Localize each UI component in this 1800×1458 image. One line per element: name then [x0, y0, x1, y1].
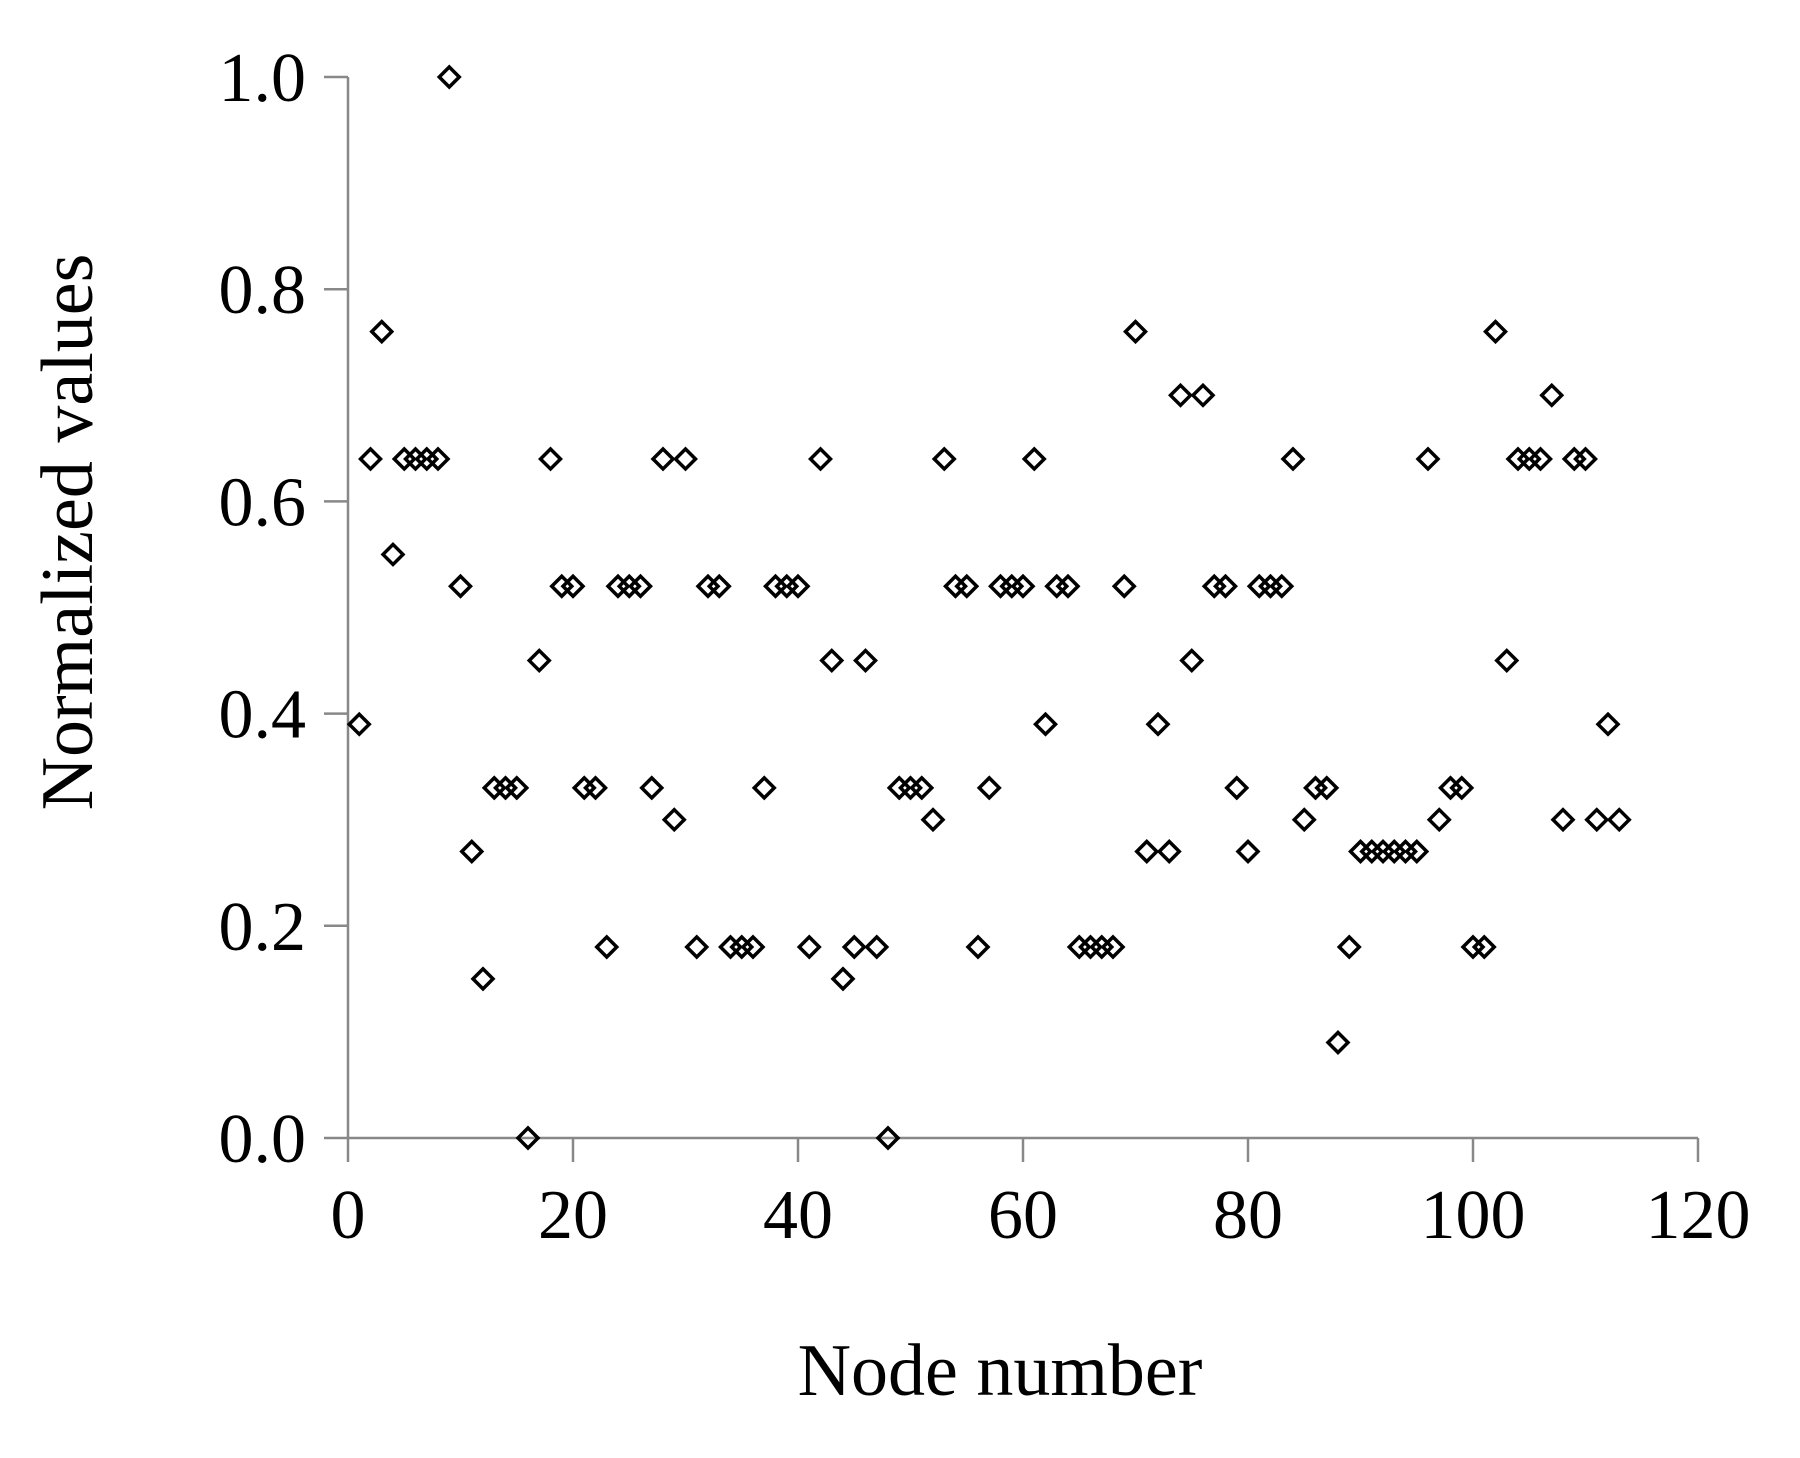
- marker: [740, 934, 766, 960]
- y-tick-label: 1.0: [219, 40, 307, 117]
- marker: [639, 775, 665, 801]
- marker: [425, 446, 451, 472]
- marker: [459, 839, 485, 865]
- marker: [1010, 573, 1036, 599]
- marker: [526, 648, 552, 674]
- x-axis-title: Node number: [798, 1330, 1203, 1412]
- marker: [1471, 934, 1497, 960]
- marker: [628, 573, 653, 599]
- y-tick-label: 0.2: [219, 889, 307, 966]
- marker: [1021, 446, 1047, 472]
- marker: [1224, 775, 1250, 801]
- marker: [1269, 573, 1295, 599]
- marker: [1179, 648, 1205, 674]
- x-tick-label: 120: [1646, 1177, 1751, 1254]
- marker: [830, 966, 856, 992]
- marker: [1190, 382, 1216, 408]
- marker: [1280, 446, 1306, 472]
- marker: [504, 775, 530, 801]
- marker: [853, 648, 878, 674]
- marker: [920, 807, 946, 833]
- x-tick-label: 60: [988, 1177, 1058, 1254]
- marker: [1539, 382, 1565, 408]
- marker: [1055, 573, 1081, 599]
- marker: [1235, 839, 1261, 865]
- marker: [1100, 934, 1126, 960]
- marker: [1291, 807, 1317, 833]
- x-tick-label: 40: [763, 1177, 833, 1254]
- marker: [650, 446, 676, 472]
- y-tick-label: 0.8: [219, 252, 307, 329]
- marker: [1145, 711, 1171, 737]
- marker: [661, 807, 687, 833]
- marker: [358, 446, 383, 472]
- marker: [470, 966, 496, 992]
- marker: [1606, 807, 1632, 833]
- marker: [1111, 573, 1137, 599]
- marker: [436, 64, 462, 90]
- marker: [1123, 319, 1148, 345]
- marker: [976, 775, 1002, 801]
- marker: [448, 573, 473, 599]
- marker: [965, 934, 991, 960]
- x-tick-label: 20: [538, 1177, 608, 1254]
- marker: [515, 1125, 541, 1151]
- marker: [1404, 839, 1430, 865]
- marker: [1550, 807, 1576, 833]
- marker: [1573, 446, 1598, 472]
- marker: [1033, 711, 1058, 737]
- marker: [1584, 807, 1610, 833]
- marker: [808, 446, 833, 472]
- marker: [1156, 839, 1182, 865]
- marker: [583, 775, 608, 801]
- marker: [1494, 648, 1520, 674]
- marker: [1314, 775, 1340, 801]
- marker: [346, 711, 372, 737]
- marker: [931, 446, 957, 472]
- marker: [594, 934, 620, 960]
- x-tick-label: 100: [1421, 1177, 1526, 1254]
- marker: [1483, 319, 1508, 345]
- marker: [875, 1125, 901, 1151]
- marker: [954, 573, 980, 599]
- marker: [1336, 934, 1362, 960]
- marker: [1426, 807, 1452, 833]
- marker: [1449, 775, 1475, 801]
- y-axis-title: Normalized values: [27, 254, 109, 811]
- x-tick-label: 0: [331, 1177, 366, 1254]
- x-tick-label: 80: [1213, 1177, 1283, 1254]
- marker: [909, 775, 935, 801]
- y-tick-label: 0.4: [219, 677, 307, 754]
- marker: [1528, 446, 1553, 472]
- marker: [684, 934, 710, 960]
- marker: [864, 934, 890, 960]
- marker: [1325, 1030, 1351, 1055]
- marker: [785, 573, 811, 599]
- marker: [1595, 711, 1621, 737]
- marker: [706, 573, 732, 599]
- marker: [380, 541, 406, 567]
- marker: [560, 573, 586, 599]
- marker: [538, 446, 563, 472]
- marker: [1134, 839, 1160, 865]
- marker: [841, 934, 867, 960]
- marker: [369, 319, 395, 345]
- marker: [1415, 446, 1441, 472]
- y-tick-label: 0.6: [219, 464, 307, 541]
- marker: [796, 934, 822, 960]
- y-tick-label: 0.0: [219, 1101, 307, 1178]
- marker: [819, 648, 845, 674]
- marker: [673, 446, 698, 472]
- marker: [1168, 382, 1193, 408]
- marker: [1213, 573, 1238, 599]
- marker: [751, 775, 777, 801]
